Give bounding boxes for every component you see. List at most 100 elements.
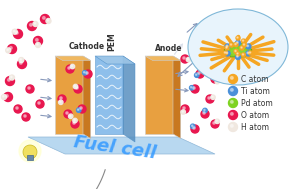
Circle shape <box>76 108 81 112</box>
Circle shape <box>6 48 11 53</box>
Polygon shape <box>83 56 91 139</box>
Circle shape <box>214 30 222 38</box>
Circle shape <box>198 72 200 74</box>
Circle shape <box>36 100 44 108</box>
Circle shape <box>201 35 202 36</box>
Circle shape <box>43 16 45 19</box>
Circle shape <box>224 52 226 53</box>
Circle shape <box>203 112 205 114</box>
Polygon shape <box>145 56 173 134</box>
Circle shape <box>242 40 244 41</box>
Circle shape <box>58 95 66 103</box>
Circle shape <box>225 46 229 50</box>
Circle shape <box>73 118 77 123</box>
Circle shape <box>230 44 232 45</box>
Circle shape <box>230 43 233 47</box>
Circle shape <box>70 64 75 69</box>
Circle shape <box>66 65 74 73</box>
Circle shape <box>237 53 238 54</box>
Circle shape <box>58 100 63 105</box>
Polygon shape <box>173 56 181 139</box>
Circle shape <box>181 55 189 63</box>
Circle shape <box>212 96 213 97</box>
Circle shape <box>191 125 193 126</box>
Circle shape <box>236 36 240 40</box>
Circle shape <box>71 120 79 128</box>
Circle shape <box>10 46 12 49</box>
Polygon shape <box>55 56 91 60</box>
Circle shape <box>76 87 78 89</box>
Circle shape <box>214 45 222 53</box>
Circle shape <box>78 105 86 113</box>
Circle shape <box>64 110 72 118</box>
Circle shape <box>73 122 75 124</box>
Circle shape <box>8 44 16 53</box>
Circle shape <box>201 110 209 118</box>
Circle shape <box>5 77 14 85</box>
Text: Pd atom: Pd atom <box>241 98 273 108</box>
Circle shape <box>66 112 68 114</box>
Circle shape <box>226 47 227 48</box>
Circle shape <box>211 75 219 83</box>
Circle shape <box>236 54 241 60</box>
Polygon shape <box>224 43 252 57</box>
Circle shape <box>194 47 199 51</box>
Circle shape <box>14 29 22 39</box>
Circle shape <box>60 101 61 102</box>
Circle shape <box>74 85 82 93</box>
Circle shape <box>198 47 200 49</box>
Circle shape <box>229 98 238 108</box>
Circle shape <box>247 45 248 47</box>
Circle shape <box>237 42 238 43</box>
Circle shape <box>38 102 40 104</box>
Text: H atom: H atom <box>241 122 269 132</box>
Circle shape <box>216 120 218 121</box>
Circle shape <box>194 73 199 77</box>
Circle shape <box>191 85 199 93</box>
Circle shape <box>20 59 21 60</box>
Circle shape <box>220 34 221 35</box>
Circle shape <box>235 50 236 52</box>
Text: O atom: O atom <box>241 111 269 119</box>
Circle shape <box>242 53 245 57</box>
Circle shape <box>190 87 192 88</box>
Circle shape <box>216 32 218 34</box>
Circle shape <box>191 125 199 133</box>
Circle shape <box>183 57 185 59</box>
Text: Fuel cell: Fuel cell <box>72 134 157 163</box>
Circle shape <box>181 105 189 113</box>
Circle shape <box>74 119 75 121</box>
Circle shape <box>12 29 17 34</box>
Circle shape <box>243 44 244 45</box>
Circle shape <box>10 75 14 80</box>
Circle shape <box>242 39 245 43</box>
Circle shape <box>82 71 87 75</box>
Circle shape <box>250 52 251 53</box>
Circle shape <box>230 101 233 103</box>
Circle shape <box>17 60 26 68</box>
Circle shape <box>4 92 13 101</box>
Circle shape <box>213 77 215 79</box>
Circle shape <box>211 95 215 99</box>
Text: Ti atom: Ti atom <box>241 87 270 95</box>
Circle shape <box>68 114 73 119</box>
Circle shape <box>24 115 26 117</box>
Circle shape <box>186 57 191 62</box>
Circle shape <box>229 122 238 132</box>
Circle shape <box>22 113 30 121</box>
Circle shape <box>213 122 215 124</box>
Circle shape <box>28 87 30 89</box>
Circle shape <box>196 74 197 75</box>
Circle shape <box>234 50 238 53</box>
Circle shape <box>218 44 219 46</box>
Circle shape <box>226 52 228 54</box>
Circle shape <box>71 65 73 67</box>
Circle shape <box>193 127 195 129</box>
Circle shape <box>196 70 204 78</box>
Circle shape <box>237 37 238 38</box>
Circle shape <box>229 111 238 119</box>
Text: Anode: Anode <box>155 44 182 53</box>
Polygon shape <box>145 56 181 60</box>
Circle shape <box>190 86 194 90</box>
Circle shape <box>225 51 230 56</box>
